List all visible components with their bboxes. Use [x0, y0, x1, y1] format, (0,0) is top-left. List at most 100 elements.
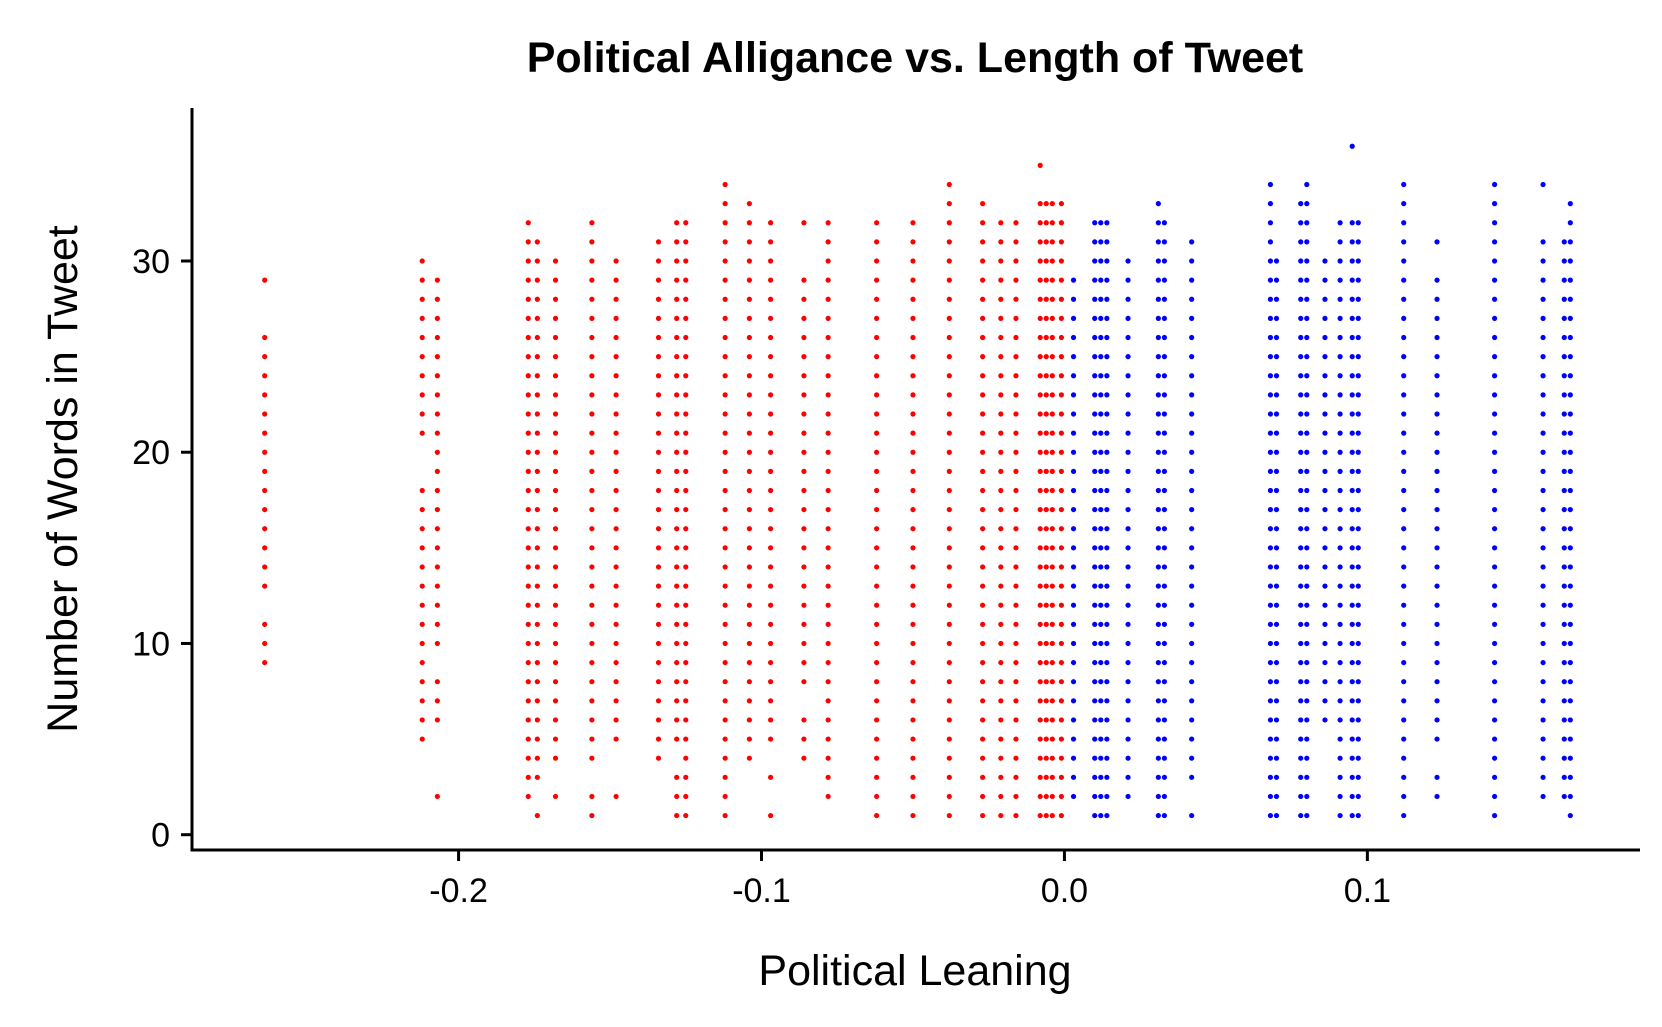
data-point [910, 392, 916, 398]
data-point [683, 239, 689, 245]
x-tick-label: 0.0 [1041, 872, 1088, 910]
data-point [980, 545, 986, 551]
data-point [1098, 545, 1104, 551]
data-point [589, 239, 595, 245]
data-point [1092, 277, 1098, 283]
data-point [1161, 659, 1168, 666]
data-point [1037, 698, 1043, 704]
chart-title: Political Alligance vs. Length of Tweet [527, 34, 1304, 82]
data-point [998, 277, 1004, 283]
data-point [910, 698, 916, 704]
data-point [1267, 430, 1274, 436]
data-point [1567, 602, 1573, 608]
data-point [1298, 201, 1304, 207]
data-point [1540, 373, 1546, 379]
data-point [1013, 354, 1019, 360]
data-point [1070, 334, 1077, 341]
data-point [1070, 583, 1077, 589]
data-point [1058, 564, 1065, 570]
data-point [825, 354, 831, 360]
data-point [1104, 621, 1110, 627]
data-point [1125, 659, 1131, 666]
data-point [1189, 736, 1195, 742]
data-point [1491, 449, 1498, 455]
data-point [998, 698, 1004, 704]
data-point [589, 373, 595, 379]
data-point [746, 679, 752, 685]
data-point [825, 468, 831, 474]
data-point [1104, 468, 1110, 474]
data-point [1273, 679, 1280, 685]
data-point [525, 717, 531, 723]
data-point [1349, 526, 1355, 532]
data-point [262, 430, 268, 436]
data-point [874, 373, 880, 379]
data-point [1540, 258, 1546, 264]
data-point [1013, 296, 1019, 302]
data-point [1349, 315, 1355, 321]
data-point [1125, 793, 1131, 800]
data-point [1058, 545, 1065, 551]
data-point [1273, 392, 1280, 398]
data-point [767, 430, 774, 436]
data-point [613, 296, 619, 302]
data-point [1349, 506, 1355, 513]
data-point [910, 277, 916, 283]
data-point [722, 392, 728, 398]
data-point [1355, 640, 1361, 647]
data-point [1049, 239, 1055, 245]
data-point [674, 717, 680, 723]
data-point [1304, 640, 1310, 647]
data-point [1567, 755, 1573, 761]
data-point [746, 354, 752, 360]
data-point [1037, 793, 1043, 800]
data-point [589, 545, 595, 551]
data-point [1355, 679, 1361, 685]
data-point [674, 258, 680, 264]
data-point [801, 449, 807, 455]
data-point [1322, 621, 1328, 627]
data-point [1058, 258, 1065, 264]
data-point [552, 679, 559, 685]
data-point [1155, 755, 1161, 761]
data-point [655, 239, 662, 245]
data-point [801, 411, 807, 417]
data-point [655, 545, 662, 551]
data-point [980, 296, 986, 302]
data-point [1304, 449, 1310, 455]
data-point [767, 373, 774, 379]
data-point [1401, 201, 1407, 207]
data-point [1043, 449, 1049, 455]
data-point [434, 621, 440, 627]
data-point [1491, 315, 1498, 321]
data-point [874, 411, 880, 417]
data-point [655, 449, 662, 455]
data-point [801, 430, 807, 436]
data-point [655, 506, 662, 513]
data-point [552, 640, 559, 647]
data-point [946, 392, 952, 398]
data-point [1267, 755, 1274, 761]
data-point [1161, 468, 1168, 474]
data-point [1540, 602, 1546, 608]
data-point [589, 679, 595, 685]
data-point [1561, 679, 1567, 685]
data-point [1322, 315, 1328, 321]
data-point [1540, 487, 1546, 494]
data-point [946, 545, 952, 551]
data-point [1098, 411, 1104, 417]
data-point [1567, 430, 1573, 436]
data-point [1092, 602, 1098, 608]
data-point [874, 736, 880, 742]
data-point [1434, 698, 1440, 704]
data-point [1043, 334, 1049, 341]
data-point [910, 621, 916, 627]
data-point [1322, 545, 1328, 551]
data-point [998, 430, 1004, 436]
data-point [946, 468, 952, 474]
data-point [1298, 487, 1304, 494]
data-point [1058, 277, 1065, 283]
data-point [589, 736, 595, 742]
data-point [1013, 736, 1019, 742]
data-point [1049, 258, 1055, 264]
